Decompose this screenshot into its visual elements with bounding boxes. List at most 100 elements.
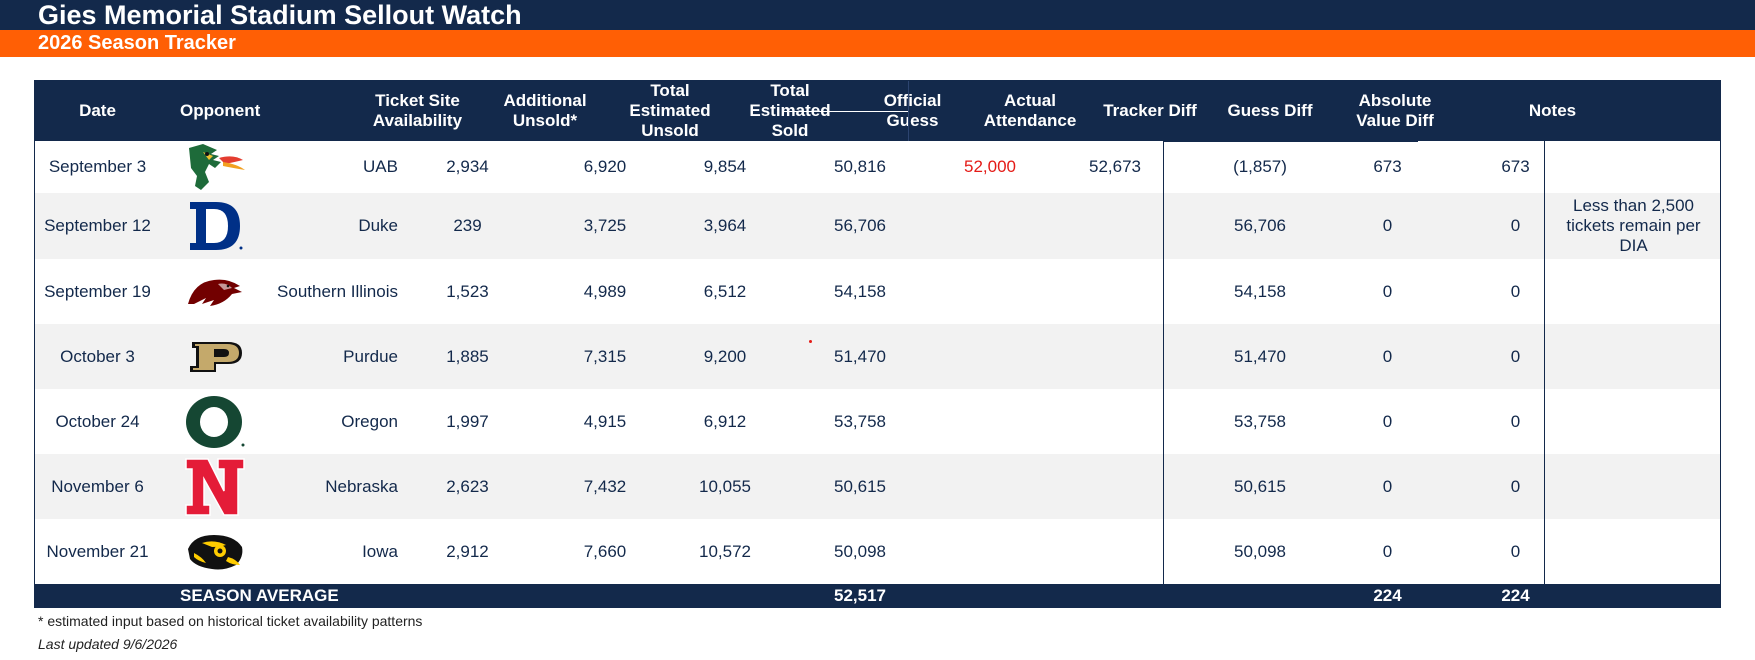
cell-total-unsold: 3,964 [703, 216, 747, 235]
cell-ticket-site: 239 [453, 216, 482, 235]
cell-abs-diff: 0 [1510, 216, 1521, 235]
table-row: September 3 UAB 2,934 6,920 9,854 50,816… [35, 141, 1720, 193]
cell-abs-diff: 0 [1510, 346, 1521, 366]
cell-notes [1545, 141, 1720, 193]
cell-official-guess [930, 324, 1050, 389]
cell-guess-diff: 0 [1382, 281, 1393, 301]
cell-total-unsold: 6,912 [703, 411, 747, 431]
cell-actual [1050, 454, 1180, 519]
table-row: November 6 Nebraska 2,623 7,432 10,055 5… [35, 454, 1720, 519]
cell-notes [1545, 454, 1720, 519]
cell-opponent: Oregon [341, 411, 398, 431]
cell-actual [1050, 259, 1180, 324]
page-title: Gies Memorial Stadium Sellout Watch [38, 0, 522, 30]
column-divider [1544, 141, 1545, 584]
header-date: Date [79, 101, 116, 120]
cell-total-sold: 54,158 [834, 281, 886, 301]
cell-total-unsold: 9,854 [703, 157, 747, 176]
cell-official-guess [930, 519, 1050, 584]
header-total-sold: Total Estimated Sold [749, 81, 831, 140]
cell-tracker-diff: 51,470 [1234, 346, 1286, 366]
cell-opponent: Purdue [343, 346, 398, 366]
cell-total-unsold: 10,572 [699, 541, 751, 561]
header-separator-bottom [1163, 141, 1418, 142]
season-average-row: SEASON AVERAGE 52,517 224 224 [35, 584, 1720, 607]
cell-date: September 19 [44, 281, 151, 301]
header-official-guess: Official Guess [883, 91, 942, 130]
cell-tracker-diff: 50,615 [1234, 476, 1286, 496]
cell-abs-diff: 0 [1510, 476, 1521, 496]
cell-official-guess: 52,000 [964, 157, 1016, 176]
footnote: * estimated input based on historical ti… [38, 613, 423, 629]
cell-comment-marker [809, 340, 812, 343]
season-average-abs-diff: 224 [1501, 586, 1530, 605]
uab-dragon-logo [180, 141, 250, 193]
cell-additional: 6,920 [583, 157, 627, 176]
cell-opponent: Southern Illinois [277, 281, 398, 301]
cell-notes [1545, 324, 1720, 389]
cell-notes [1545, 389, 1720, 454]
cell-abs-diff: 673 [1501, 157, 1530, 176]
cell-total-sold: 51,470 [834, 346, 886, 366]
cell-tracker-diff: (1,857) [1233, 157, 1287, 176]
cell-date: September 12 [44, 216, 151, 235]
cell-guess-diff: 0 [1382, 216, 1393, 235]
cell-opponent: Iowa [362, 541, 398, 561]
cell-official-guess [930, 389, 1050, 454]
cell-abs-diff: 0 [1510, 411, 1521, 431]
cell-opponent: Nebraska [325, 476, 398, 496]
southern-illinois-saluki-logo [180, 259, 250, 324]
header-divider [908, 81, 909, 141]
cell-guess-diff: 0 [1382, 476, 1393, 496]
cell-total-unsold: 6,512 [703, 281, 747, 301]
table-row: September 12 Duke 239 3,725 3,964 56,706… [35, 193, 1720, 259]
cell-additional: 4,915 [583, 411, 627, 431]
cell-ticket-site: 1,523 [446, 281, 489, 301]
cell-abs-diff: 0 [1510, 541, 1521, 561]
cell-guess-diff: 0 [1382, 346, 1393, 366]
title-bar: Gies Memorial Stadium Sellout Watch [0, 0, 1755, 30]
cell-total-sold: 50,816 [834, 157, 886, 176]
last-updated: Last updated 9/6/2026 [38, 636, 178, 652]
cell-additional: 7,432 [583, 476, 627, 496]
cell-tracker-diff: 54,158 [1234, 281, 1286, 301]
tracker-table [34, 80, 1721, 608]
cell-guess-diff: 0 [1382, 541, 1393, 561]
cell-actual: 52,673 [1089, 157, 1141, 176]
cell-official-guess [930, 454, 1050, 519]
cell-date: October 3 [60, 346, 135, 366]
header-ticket-site: Ticket Site Availability [372, 91, 463, 130]
cell-ticket-site: 1,997 [446, 411, 489, 431]
header-absolute-diff: Absolute Value Diff [1356, 91, 1434, 130]
cell-date: September 3 [48, 157, 147, 176]
cell-actual [1050, 519, 1180, 584]
cell-total-sold: 50,615 [834, 476, 886, 496]
cell-additional: 3,725 [583, 216, 627, 235]
iowa-hawkeye-logo [180, 519, 250, 584]
cell-official-guess [930, 259, 1050, 324]
cell-date: November 6 [51, 476, 144, 496]
header-additional-unsold: Additional Unsold* [503, 91, 587, 130]
cell-notes [1545, 259, 1720, 324]
subtitle-bar: 2026 Season Tracker [0, 30, 1755, 57]
cell-total-sold: 56,706 [834, 216, 886, 235]
purdue-logo [180, 324, 250, 389]
cell-total-unsold: 10,055 [699, 476, 751, 496]
cell-total-sold: 50,098 [834, 541, 886, 561]
column-divider [1163, 141, 1164, 584]
header-total-unsold: Total Estimated Unsold [629, 81, 711, 140]
cell-additional: 4,989 [583, 281, 627, 301]
header-opponent: Opponent [180, 101, 261, 120]
cell-ticket-site: 2,934 [446, 157, 489, 176]
cell-notes [1545, 519, 1720, 584]
season-average-guess-diff: 224 [1373, 586, 1402, 605]
header-separator [782, 111, 908, 112]
header-notes: Notes [1528, 101, 1577, 120]
page-subtitle: 2026 Season Tracker [38, 32, 236, 54]
cell-date: November 21 [46, 541, 149, 561]
season-average-total-sold: 52,517 [834, 586, 886, 605]
header-tracker-diff: Tracker Diff [1103, 101, 1197, 120]
cell-abs-diff: 0 [1510, 281, 1521, 301]
cell-tracker-diff: 53,758 [1234, 411, 1286, 431]
header-guess-diff: Guess Diff [1227, 101, 1313, 120]
